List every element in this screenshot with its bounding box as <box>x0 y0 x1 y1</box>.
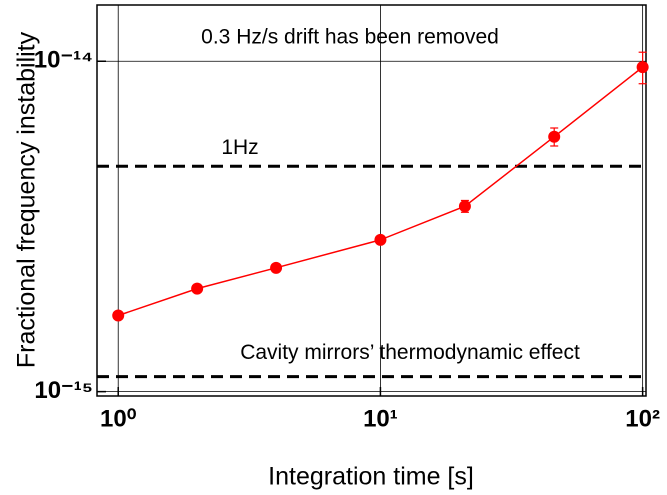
y-tick-label: 10⁻¹⁵ <box>34 377 93 404</box>
reference-label: Cavity mirrors’ thermodynamic effect <box>240 341 580 364</box>
x-tick-label: 10² <box>625 405 660 432</box>
x-tick-label: 10¹ <box>363 405 398 432</box>
data-point <box>112 309 125 322</box>
data-point <box>191 282 204 295</box>
data-point <box>374 233 387 246</box>
x-axis-label: Integration time [s] <box>268 463 474 491</box>
data-point <box>636 61 649 74</box>
x-tick-label: 10⁰ <box>100 405 137 432</box>
reference-label: 1Hz <box>221 136 258 159</box>
y-axis-label: Fractional frequency instability <box>13 31 41 368</box>
data-point <box>270 261 283 274</box>
data-point <box>548 130 561 143</box>
data-point <box>458 200 471 213</box>
plot-frame <box>96 4 647 397</box>
y-tick-label: 10⁻¹⁴ <box>34 47 93 74</box>
annotation: 0.3 Hz/s drift has been removed <box>201 26 499 49</box>
